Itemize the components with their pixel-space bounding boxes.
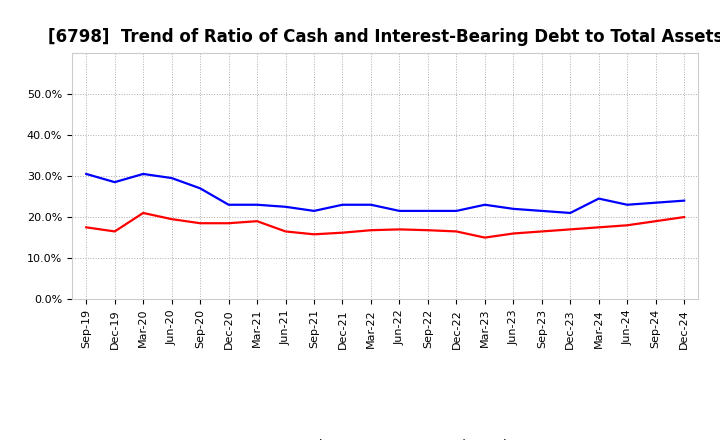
Cash [139,210,148,216]
Line: Cash: Cash [86,213,684,238]
Cash [196,220,204,226]
Cash [225,220,233,226]
Interest-Bearing Debt [595,196,603,201]
Interest-Bearing Debt [395,208,404,213]
Cash [110,229,119,234]
Cash [310,232,318,237]
Cash [253,219,261,224]
Cash [566,227,575,232]
Interest-Bearing Debt [680,198,688,203]
Interest-Bearing Debt [139,171,148,176]
Cash [366,227,375,233]
Interest-Bearing Debt [566,210,575,216]
Legend: Cash, Interest-Bearing Debt: Cash, Interest-Bearing Debt [250,433,521,440]
Cash [623,223,631,228]
Interest-Bearing Debt [423,208,432,213]
Cash [167,216,176,222]
Cash [537,229,546,234]
Interest-Bearing Debt [82,171,91,176]
Interest-Bearing Debt [253,202,261,207]
Interest-Bearing Debt [537,208,546,213]
Cash [395,227,404,232]
Cash [595,225,603,230]
Cash [82,225,91,230]
Cash [423,227,432,233]
Cash [652,219,660,224]
Interest-Bearing Debt [196,186,204,191]
Interest-Bearing Debt [623,202,631,207]
Interest-Bearing Debt [110,180,119,185]
Cash [282,229,290,234]
Cash [680,214,688,220]
Cash [452,229,461,234]
Line: Interest-Bearing Debt: Interest-Bearing Debt [86,174,684,213]
Interest-Bearing Debt [366,202,375,207]
Interest-Bearing Debt [225,202,233,207]
Interest-Bearing Debt [282,204,290,209]
Interest-Bearing Debt [167,176,176,181]
Interest-Bearing Debt [509,206,518,212]
Interest-Bearing Debt [310,208,318,213]
Title: [6798]  Trend of Ratio of Cash and Interest-Bearing Debt to Total Assets: [6798] Trend of Ratio of Cash and Intere… [48,28,720,46]
Interest-Bearing Debt [338,202,347,207]
Interest-Bearing Debt [652,200,660,205]
Interest-Bearing Debt [480,202,489,207]
Interest-Bearing Debt [452,208,461,213]
Cash [480,235,489,240]
Cash [338,230,347,235]
Cash [509,231,518,236]
